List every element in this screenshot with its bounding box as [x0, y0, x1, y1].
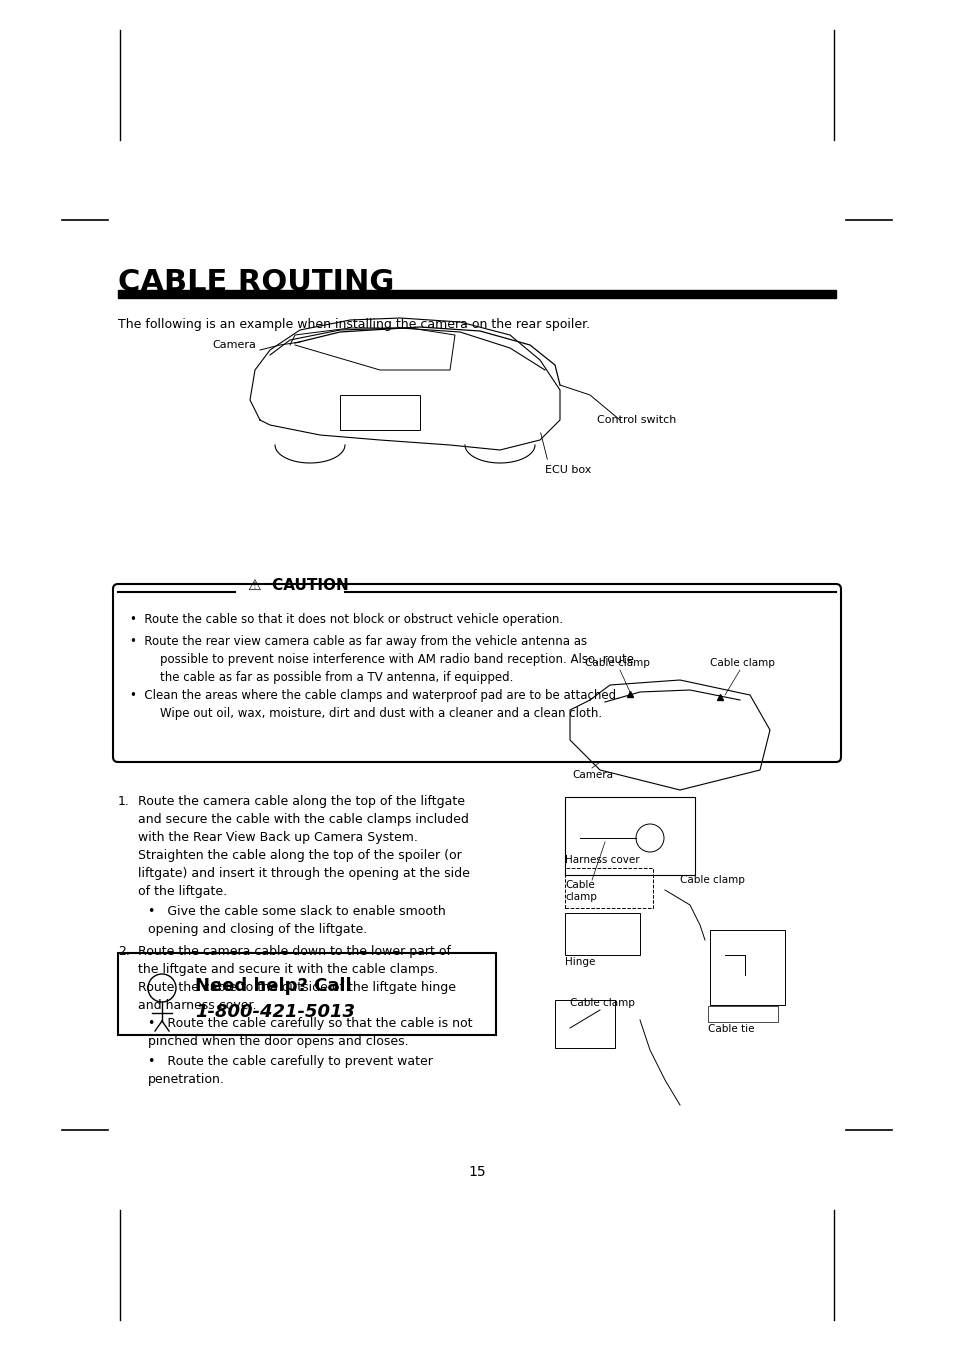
Text: •  Route the cable so that it does not block or obstruct vehicle operation.: • Route the cable so that it does not bl… [130, 613, 562, 626]
Bar [564, 796, 695, 875]
Text: •   Route the cable carefully to prevent water
penetration.: • Route the cable carefully to prevent w… [148, 1054, 433, 1085]
Text: The following is an example when installing the camera on the rear spoiler.: The following is an example when install… [118, 319, 590, 331]
Text: ECU box: ECU box [544, 464, 591, 475]
Text: Hinge: Hinge [564, 957, 595, 967]
Text: •  Route the rear view camera cable as far away from the vehicle antenna as
    : • Route the rear view camera cable as fa… [130, 634, 634, 684]
Bar [118, 953, 496, 1035]
Bar [118, 290, 835, 298]
Text: 2.: 2. [118, 945, 130, 958]
Bar [564, 913, 639, 954]
Text: Cable clamp: Cable clamp [709, 657, 774, 668]
Bar [564, 868, 652, 909]
Text: CABLE ROUTING: CABLE ROUTING [118, 269, 394, 297]
Text: Route the camera cable down to the lower part of
the liftgate and secure it with: Route the camera cable down to the lower… [138, 945, 456, 1012]
Text: Need help? Call: Need help? Call [194, 977, 352, 995]
Text: •  Clean the areas where the cable clamps and waterproof pad are to be attached.: • Clean the areas where the cable clamps… [130, 688, 619, 720]
Text: Harness cover: Harness cover [564, 855, 639, 865]
Text: Cable tie: Cable tie [707, 1025, 754, 1034]
Bar [709, 930, 784, 1004]
Bar [339, 396, 419, 431]
Text: Cable clamp: Cable clamp [569, 998, 634, 1008]
Text: Cable
clamp: Cable clamp [564, 880, 597, 902]
Text: 1-800-421-5013: 1-800-421-5013 [194, 1003, 355, 1021]
Text: 1.: 1. [118, 795, 130, 809]
Text: •   Give the cable some slack to enable smooth
opening and closing of the liftga: • Give the cable some slack to enable sm… [148, 904, 445, 936]
Text: Camera: Camera [212, 340, 255, 350]
Text: Route the camera cable along the top of the liftgate
and secure the cable with t: Route the camera cable along the top of … [138, 795, 470, 898]
Text: •   Route the cable carefully so that the cable is not
pinched when the door ope: • Route the cable carefully so that the … [148, 1017, 472, 1048]
Text: Cable clamp: Cable clamp [679, 875, 744, 886]
Text: 15: 15 [468, 1165, 485, 1179]
Bar [555, 1000, 615, 1048]
Text: Camera: Camera [572, 769, 613, 780]
Text: ⚠  CAUTION: ⚠ CAUTION [248, 578, 349, 593]
Bar [707, 1006, 778, 1022]
Text: Control switch: Control switch [597, 414, 676, 425]
Text: Cable clamp: Cable clamp [584, 657, 649, 668]
